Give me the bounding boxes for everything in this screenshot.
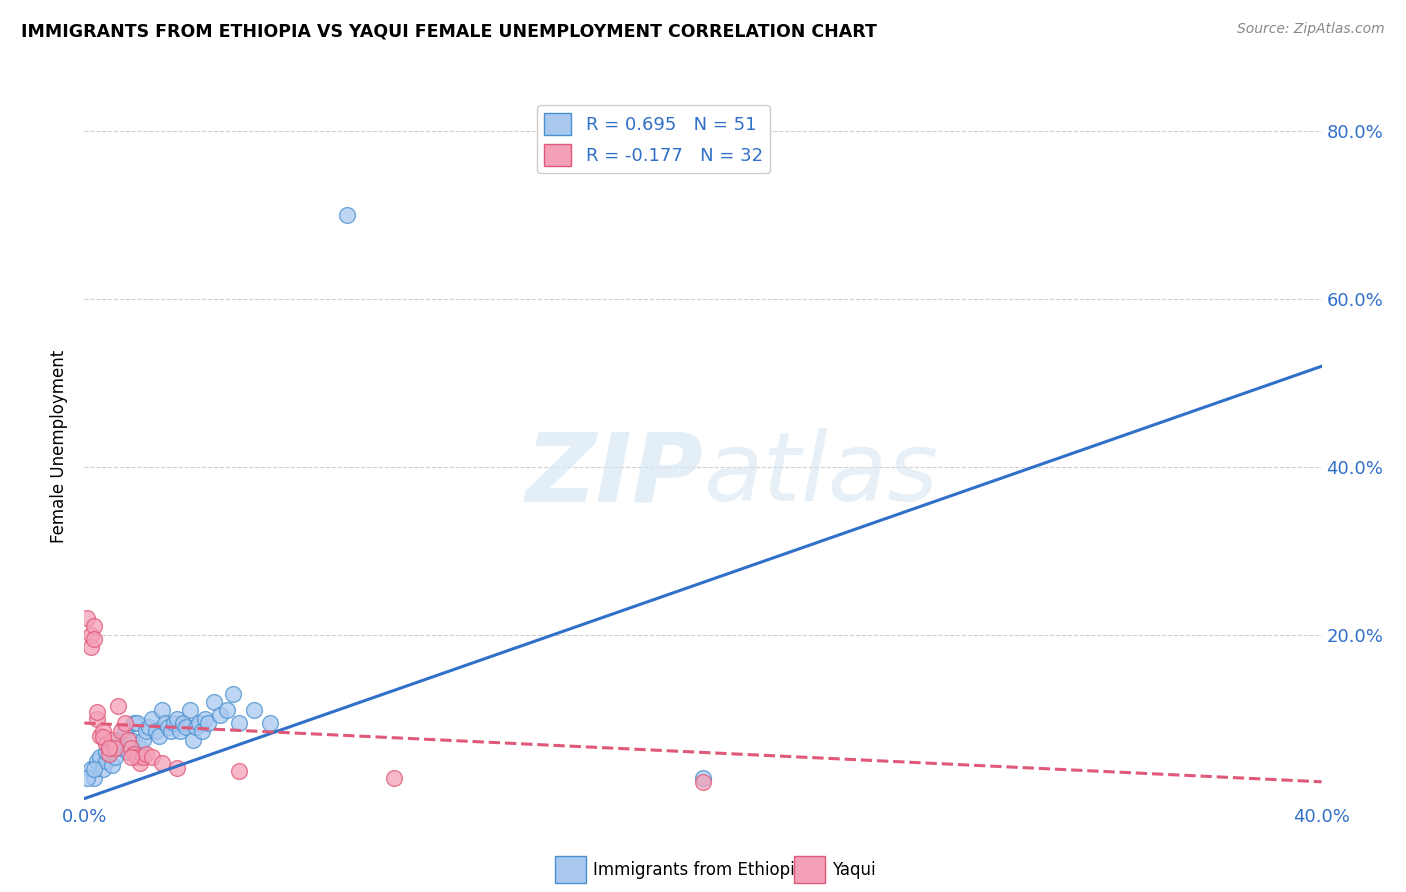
Point — [89, 749, 111, 764]
Point — [94, 737, 117, 751]
Point — [91, 731, 114, 745]
Point — [135, 724, 157, 739]
Text: Yaqui: Yaqui — [832, 861, 876, 879]
Point — [150, 703, 173, 717]
Point — [110, 741, 132, 756]
Point — [163, 716, 186, 731]
Point — [94, 754, 117, 768]
Point — [125, 716, 148, 731]
Point — [145, 724, 167, 739]
Point — [135, 747, 157, 761]
Text: ZIP: ZIP — [524, 428, 703, 521]
Point — [101, 758, 124, 772]
Point — [122, 716, 145, 731]
Point — [91, 724, 114, 739]
Point — [156, 720, 179, 734]
Point — [382, 771, 405, 785]
Text: IMMIGRANTS FROM ETHIOPIA VS YAQUI FEMALE UNEMPLOYMENT CORRELATION CHART: IMMIGRANTS FROM ETHIOPIA VS YAQUI FEMALE… — [21, 22, 877, 40]
Point — [184, 720, 207, 734]
Point — [166, 760, 188, 774]
Point — [243, 703, 266, 717]
Point — [160, 724, 183, 739]
Point — [117, 746, 139, 760]
Point — [148, 729, 170, 743]
Point — [83, 632, 105, 646]
Point — [181, 732, 204, 747]
Point — [110, 724, 132, 739]
Point — [138, 720, 160, 734]
Point — [104, 741, 127, 756]
Point — [141, 712, 163, 726]
Point — [129, 756, 152, 770]
Point — [107, 732, 129, 747]
Text: Immigrants from Ethiopia: Immigrants from Ethiopia — [593, 861, 806, 879]
Point — [98, 747, 121, 761]
Text: atlas: atlas — [703, 428, 938, 521]
Point — [94, 746, 117, 760]
Point — [202, 695, 225, 709]
Point — [132, 732, 155, 747]
Point — [197, 716, 219, 731]
Point — [169, 724, 191, 739]
Point — [120, 741, 142, 756]
Point — [101, 732, 124, 747]
Point — [86, 705, 108, 719]
Legend: R = 0.695   N = 51, R = -0.177   N = 32: R = 0.695 N = 51, R = -0.177 N = 32 — [537, 105, 770, 173]
Point — [91, 762, 114, 776]
Point — [179, 703, 201, 717]
Point — [191, 724, 214, 739]
Point — [222, 687, 245, 701]
Point — [83, 762, 105, 776]
Point — [104, 749, 127, 764]
Point — [79, 762, 101, 776]
Point — [122, 747, 145, 761]
Point — [132, 749, 155, 764]
Point — [86, 712, 108, 726]
Point — [692, 771, 714, 785]
Point — [114, 724, 136, 739]
Point — [228, 764, 250, 778]
Point — [79, 628, 101, 642]
Point — [259, 716, 281, 731]
Point — [187, 716, 209, 731]
Point — [129, 741, 152, 756]
Point — [98, 741, 121, 756]
Point — [79, 640, 101, 655]
Point — [150, 756, 173, 770]
Point — [120, 732, 142, 747]
Point — [194, 712, 217, 726]
Point — [125, 749, 148, 764]
Point — [141, 749, 163, 764]
Point — [89, 729, 111, 743]
Point — [86, 754, 108, 768]
Y-axis label: Female Unemployment: Female Unemployment — [51, 350, 69, 542]
Point — [228, 716, 250, 731]
Point — [120, 749, 142, 764]
Point — [83, 771, 105, 785]
Point — [209, 707, 232, 722]
Point — [153, 716, 176, 731]
Point — [98, 741, 121, 756]
Point — [107, 699, 129, 714]
Point — [336, 208, 359, 222]
Point — [117, 732, 139, 747]
Point — [114, 716, 136, 731]
Point — [172, 716, 194, 731]
Point — [692, 774, 714, 789]
Text: Source: ZipAtlas.com: Source: ZipAtlas.com — [1237, 22, 1385, 37]
Point — [166, 712, 188, 726]
Point — [176, 720, 198, 734]
Point — [76, 611, 98, 625]
Point — [215, 703, 238, 717]
Point — [83, 619, 105, 633]
Point — [76, 771, 98, 785]
